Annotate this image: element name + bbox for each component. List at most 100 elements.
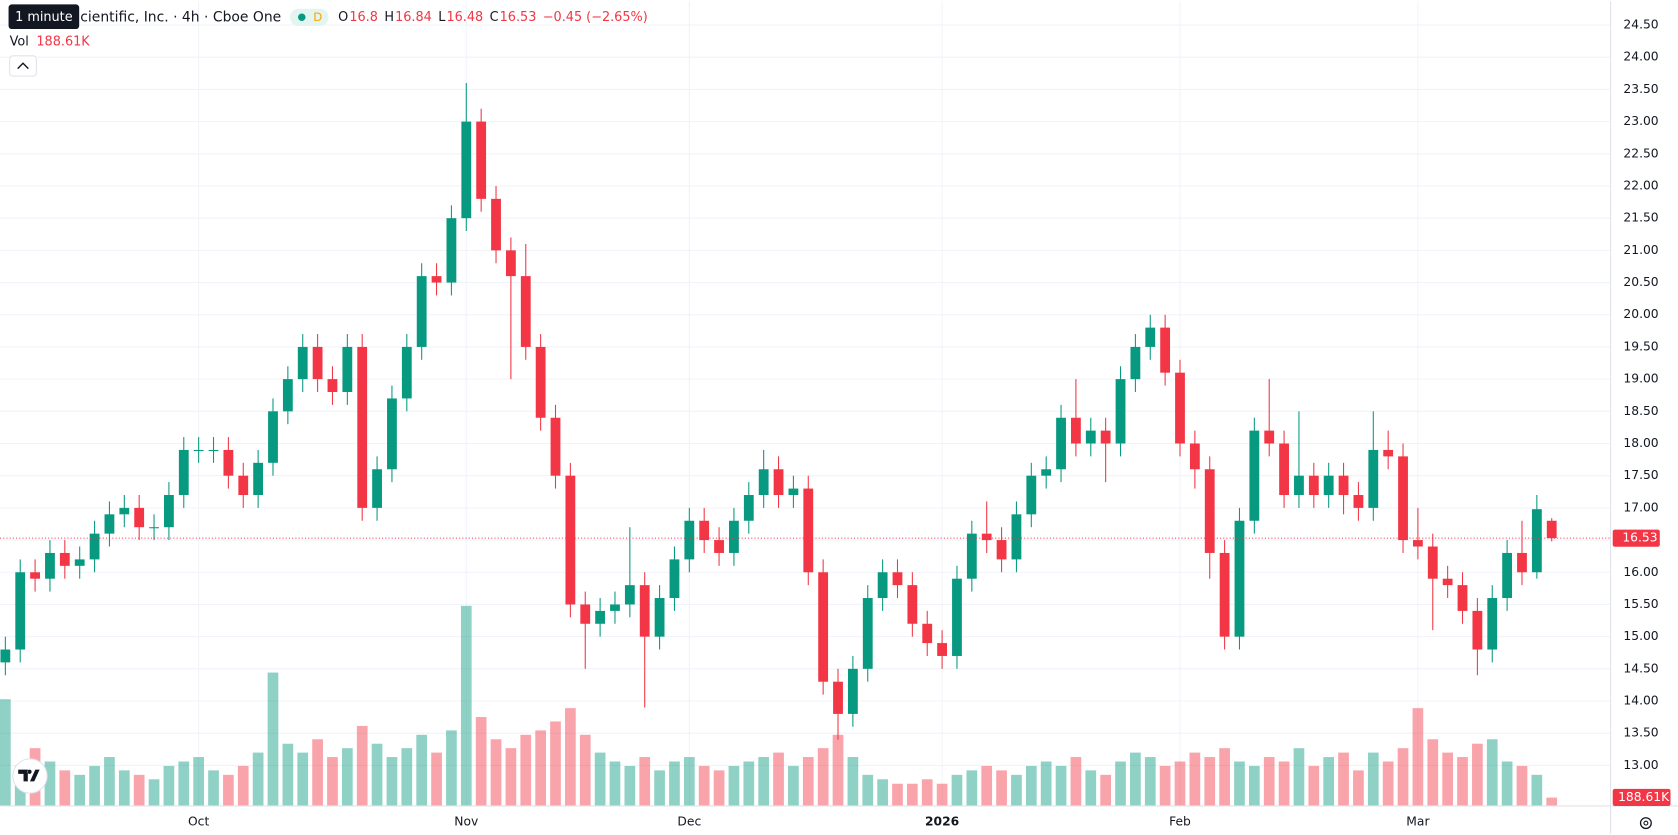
volume-bar bbox=[1204, 757, 1216, 806]
ohlc-value: 16.8 bbox=[349, 10, 378, 25]
candle-body bbox=[253, 462, 264, 496]
candle-body bbox=[223, 449, 234, 476]
y-tick-label: 15.00 bbox=[1623, 629, 1658, 643]
volume-bar bbox=[728, 765, 740, 806]
x-tick-label: Dec bbox=[677, 815, 701, 829]
volume-bar bbox=[59, 770, 71, 806]
candle-body bbox=[1011, 514, 1022, 560]
candle-body bbox=[104, 514, 115, 534]
volume-bar bbox=[1531, 774, 1543, 806]
volume-bar bbox=[981, 765, 993, 806]
tooltip-box bbox=[8, 4, 80, 30]
candle-body bbox=[238, 475, 249, 496]
candle-body bbox=[773, 469, 784, 496]
volume-bar bbox=[907, 783, 918, 806]
y-tick-label: 21.50 bbox=[1623, 211, 1658, 225]
price-tag bbox=[1612, 529, 1660, 547]
candle-body bbox=[1294, 475, 1304, 496]
candle-body bbox=[729, 520, 739, 553]
volume-bar bbox=[490, 739, 502, 806]
y-tick-label: 21.00 bbox=[1623, 243, 1658, 257]
volume-tag-label: 188.61K bbox=[1618, 790, 1670, 804]
badge: D bbox=[313, 10, 322, 24]
candle-body bbox=[1115, 379, 1126, 444]
volume-bar bbox=[431, 752, 442, 806]
volume-bar bbox=[401, 748, 413, 806]
candle-body bbox=[1368, 449, 1379, 508]
x-tick-label: 2026 bbox=[925, 815, 959, 829]
candle-body bbox=[1412, 540, 1423, 547]
volume-bar bbox=[1130, 752, 1141, 806]
volume-bar bbox=[74, 774, 86, 806]
y-tick-label: 23.00 bbox=[1623, 114, 1658, 128]
candle-body bbox=[491, 198, 501, 251]
candle-body bbox=[922, 623, 933, 644]
y-tick-label: 19.00 bbox=[1623, 372, 1658, 386]
volume-bar bbox=[1234, 761, 1245, 806]
candle-body bbox=[654, 598, 665, 637]
collapse-icon bbox=[17, 62, 29, 70]
volume-bar bbox=[1338, 752, 1349, 806]
candle-body bbox=[1546, 520, 1557, 539]
candle-body bbox=[624, 585, 635, 605]
candle-body bbox=[818, 572, 829, 682]
candle-body bbox=[387, 398, 397, 470]
candle-body bbox=[1323, 475, 1334, 496]
volume-bar bbox=[535, 730, 546, 806]
volume-bar bbox=[1308, 765, 1320, 806]
volume-bar bbox=[966, 770, 978, 806]
collapse-button[interactable] bbox=[9, 55, 37, 77]
candle-body bbox=[461, 121, 472, 219]
volume-bar bbox=[1412, 708, 1424, 806]
candle-body bbox=[1130, 346, 1141, 380]
candle-body bbox=[952, 578, 962, 656]
volume-bar bbox=[921, 779, 933, 806]
volume-bar bbox=[1516, 765, 1528, 806]
settings-core bbox=[1643, 820, 1649, 826]
volume-bar bbox=[1144, 757, 1156, 806]
candle-body bbox=[1353, 495, 1364, 508]
volume-label: Vol bbox=[10, 34, 29, 49]
volume-bar bbox=[550, 721, 561, 806]
volume-bar bbox=[1546, 797, 1558, 806]
candle-body bbox=[1204, 469, 1215, 553]
volume-bar bbox=[89, 765, 100, 806]
ohlc-label: O bbox=[338, 10, 348, 25]
volume-value: 188.61K bbox=[36, 34, 90, 49]
candle-body bbox=[1487, 598, 1498, 650]
volume-bar bbox=[1100, 774, 1112, 806]
volume-bar bbox=[1248, 765, 1260, 806]
candle-body bbox=[0, 649, 11, 663]
volume-bar bbox=[208, 770, 219, 806]
candle-body bbox=[297, 346, 308, 380]
volume-bar bbox=[267, 672, 279, 806]
candle-body bbox=[580, 604, 591, 624]
candle-body bbox=[149, 527, 159, 529]
candle-body bbox=[743, 495, 754, 521]
y-tick-label: 22.00 bbox=[1623, 178, 1658, 192]
candle-body bbox=[639, 585, 650, 637]
candle-body bbox=[282, 379, 293, 412]
candle-body bbox=[1279, 443, 1289, 496]
candle-body bbox=[193, 449, 204, 452]
candle-body bbox=[1338, 475, 1349, 496]
axes: 13.0013.5014.0014.5015.0015.5016.0016.50… bbox=[0, 18, 1671, 829]
candle-body bbox=[1175, 372, 1185, 444]
candle-body bbox=[312, 346, 323, 380]
candle-body bbox=[803, 488, 814, 573]
candle-body bbox=[342, 346, 353, 392]
volume-bar bbox=[1278, 761, 1290, 806]
candle-body bbox=[357, 346, 368, 508]
candle-body bbox=[1308, 475, 1319, 496]
candle-body bbox=[610, 604, 620, 611]
volume-bar bbox=[877, 779, 888, 806]
volume-bar bbox=[505, 748, 517, 806]
logo-mark bbox=[18, 769, 40, 782]
settings-gear[interactable] bbox=[1639, 817, 1652, 830]
settings-icon[interactable] bbox=[1639, 817, 1652, 830]
logo-circle bbox=[12, 758, 48, 794]
volume-bar bbox=[1070, 757, 1082, 806]
candle-body bbox=[699, 520, 710, 541]
candle-body bbox=[431, 276, 442, 283]
